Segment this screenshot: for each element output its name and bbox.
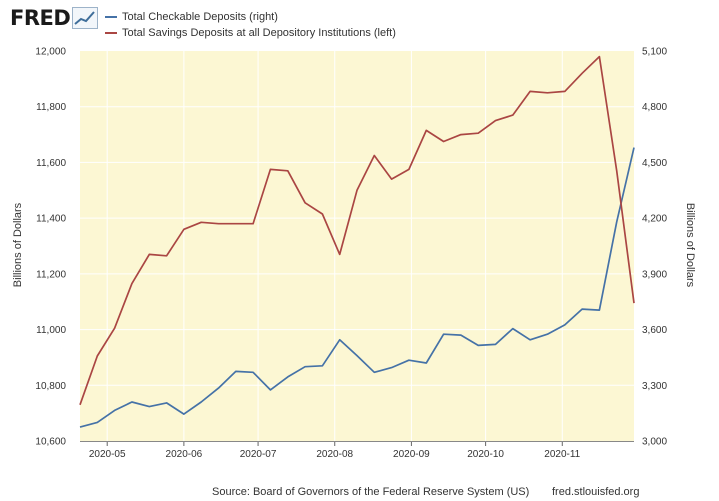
plot-background [80, 51, 634, 441]
source-note: Source: Board of Governors of the Federa… [212, 486, 530, 498]
x-tick-label: 2020-10 [467, 449, 504, 460]
x-tick-label: 2020-07 [240, 449, 277, 460]
x-tick-label: 2020-06 [166, 449, 203, 460]
mini-chart-icon [72, 7, 99, 29]
x-tick-label: 2020-08 [316, 449, 353, 460]
series-line-checkable-deposits [79, 147, 635, 428]
fred-logo-text: FRED [10, 6, 71, 30]
y-tick-label-right: 3,300 [642, 381, 667, 392]
y-tick-label-left: 11,600 [36, 158, 66, 169]
y-tick-label-right: 4,500 [642, 158, 667, 169]
y-tick-label-left: 12,000 [35, 47, 66, 58]
legend-label-checkable: Total Checkable Deposits (right) [122, 11, 278, 23]
y-tick-label-right: 3,000 [642, 437, 667, 448]
y-tick-label-left: 11,400 [36, 214, 66, 225]
legend-swatch-savings [105, 32, 117, 34]
chart-legend: Total Checkable Deposits (right) Total S… [105, 9, 396, 41]
y-tick-label-right: 4,800 [642, 102, 667, 113]
y-tick-label-left: 11,800 [36, 102, 66, 113]
legend-swatch-checkable [105, 16, 117, 18]
y-tick-label-left: 10,600 [35, 437, 66, 448]
y-tick-label-right: 4,200 [642, 214, 667, 225]
fred-logo[interactable]: FRED [10, 6, 99, 30]
y-tick-label-right: 3,600 [642, 325, 667, 336]
y-tick-label-right: 5,100 [642, 47, 667, 58]
x-tick-label: 2020-11 [544, 449, 580, 460]
y-tick-label-right: 3,900 [642, 269, 667, 280]
x-tick-label: 2020-05 [89, 449, 126, 460]
legend-item-checkable[interactable]: Total Checkable Deposits (right) [105, 9, 396, 25]
fred-url[interactable]: fred.stlouisfed.org [552, 486, 640, 498]
y-tick-label-left: 11,200 [36, 269, 66, 280]
series-line-savings-deposits [79, 55, 635, 406]
legend-label-savings: Total Savings Deposits at all Depository… [122, 27, 396, 39]
y-tick-label-left: 11,000 [36, 325, 66, 336]
x-tick-label: 2020-09 [393, 449, 430, 460]
y-tick-label-left: 10,800 [35, 381, 66, 392]
legend-item-savings[interactable]: Total Savings Deposits at all Depository… [105, 25, 396, 41]
